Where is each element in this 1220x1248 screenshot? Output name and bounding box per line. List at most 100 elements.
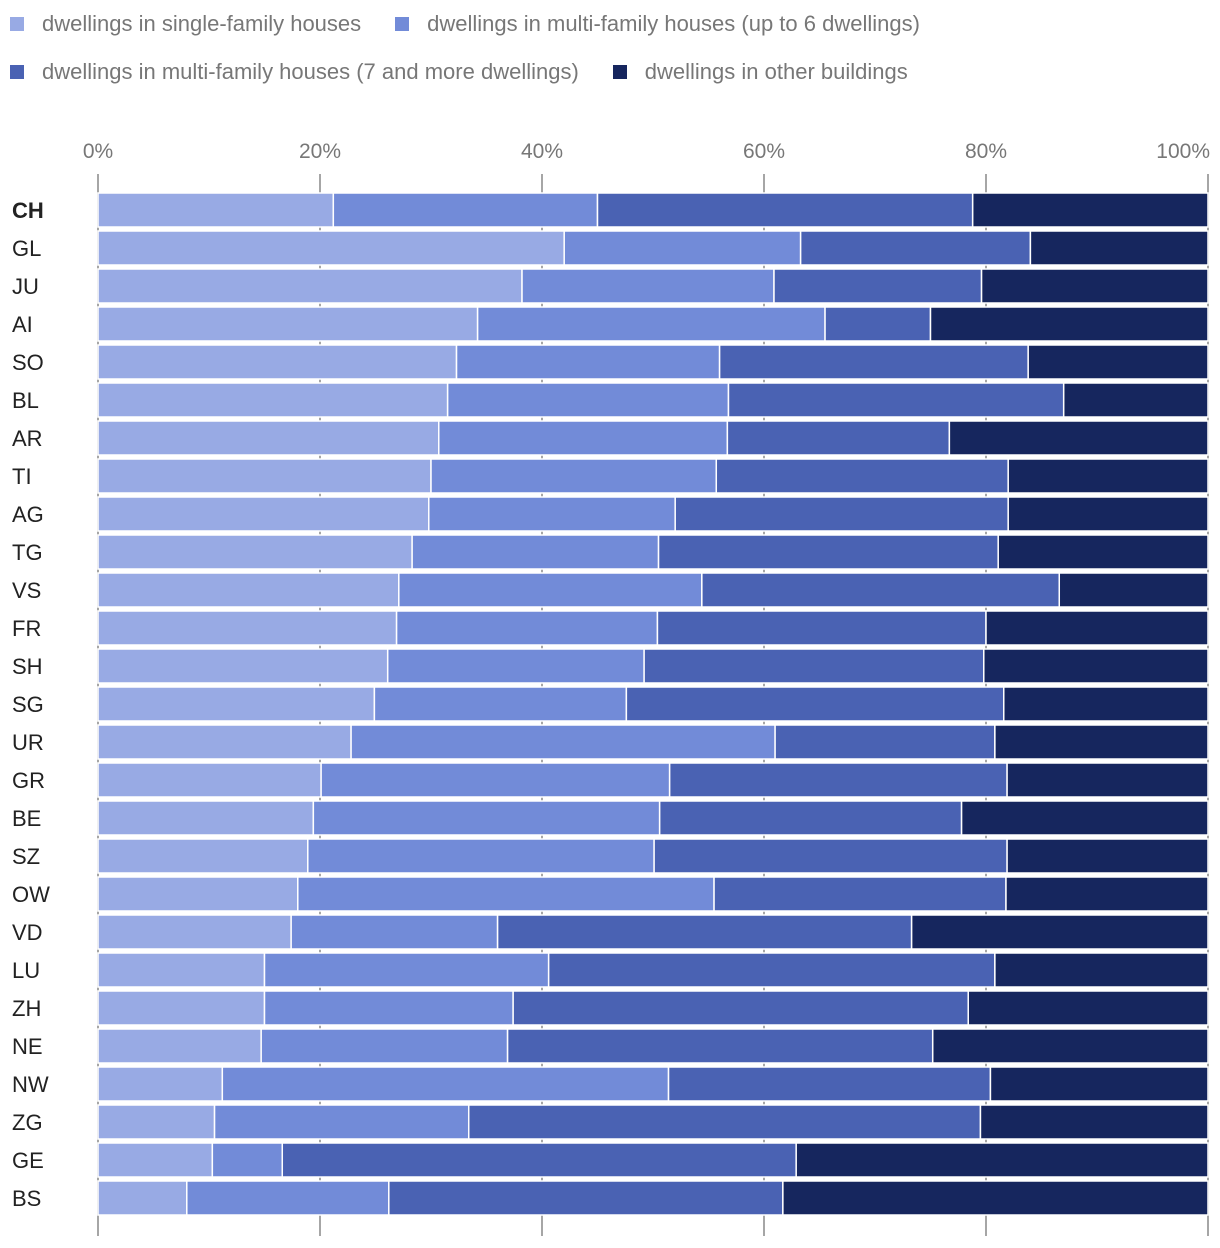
bar-segment-fr-1[interactable]	[97, 610, 398, 646]
bar-segment-ge-3[interactable]	[281, 1142, 797, 1178]
bar-segment-so-2[interactable]	[455, 344, 721, 380]
bar-segment-ne-3[interactable]	[506, 1028, 934, 1064]
bar-segment-ar-4[interactable]	[948, 420, 1209, 456]
bar-segment-so-3[interactable]	[718, 344, 1029, 380]
bar-segment-tg-1[interactable]	[97, 534, 413, 570]
bar-segment-gl-2[interactable]	[563, 230, 802, 266]
bar-segment-bl-4[interactable]	[1062, 382, 1209, 418]
bar-segment-ow-4[interactable]	[1005, 876, 1209, 912]
bar-segment-bs-3[interactable]	[388, 1180, 784, 1216]
bar-segment-nw-1[interactable]	[97, 1066, 224, 1102]
bar-segment-sh-3[interactable]	[643, 648, 985, 684]
bar-segment-bl-1[interactable]	[97, 382, 449, 418]
bar-segment-gl-3[interactable]	[799, 230, 1032, 266]
bar-segment-zh-4[interactable]	[967, 990, 1209, 1026]
bar-segment-tg-4[interactable]	[997, 534, 1209, 570]
bar-segment-vd-2[interactable]	[290, 914, 499, 950]
bar-segment-ai-1[interactable]	[97, 306, 479, 342]
bar-segment-vd-4[interactable]	[910, 914, 1209, 950]
bar-segment-gr-2[interactable]	[320, 762, 671, 798]
bar-segment-ju-4[interactable]	[980, 268, 1209, 304]
bar-segment-zh-1[interactable]	[97, 990, 266, 1026]
bar-segment-vs-3[interactable]	[701, 572, 1061, 608]
bar-segment-sz-2[interactable]	[307, 838, 655, 874]
bar-segment-nw-4[interactable]	[989, 1066, 1209, 1102]
bar-segment-sz-3[interactable]	[653, 838, 1008, 874]
bar-segment-sz-4[interactable]	[1006, 838, 1209, 874]
bar-segment-nw-3[interactable]	[667, 1066, 992, 1102]
bar-segment-ai-3[interactable]	[824, 306, 932, 342]
bar-segment-lu-3[interactable]	[547, 952, 996, 988]
bar-segment-zh-3[interactable]	[512, 990, 969, 1026]
bar-segment-ag-4[interactable]	[1007, 496, 1209, 532]
bar-segment-zg-1[interactable]	[97, 1104, 216, 1140]
bar-segment-ai-4[interactable]	[929, 306, 1209, 342]
bar-segment-gr-3[interactable]	[668, 762, 1008, 798]
bar-segment-ne-4[interactable]	[931, 1028, 1209, 1064]
bar-segment-ge-4[interactable]	[795, 1142, 1209, 1178]
bar-segment-ch-3[interactable]	[596, 192, 974, 228]
bar-segment-fr-2[interactable]	[395, 610, 659, 646]
bar-segment-ar-2[interactable]	[438, 420, 729, 456]
bar-segment-be-1[interactable]	[97, 800, 315, 836]
bar-segment-sz-1[interactable]	[97, 838, 309, 874]
bar-segment-lu-4[interactable]	[994, 952, 1209, 988]
bar-segment-bs-4[interactable]	[782, 1180, 1209, 1216]
bar-segment-gr-1[interactable]	[97, 762, 322, 798]
bar-segment-nw-2[interactable]	[221, 1066, 670, 1102]
bar-segment-ow-3[interactable]	[713, 876, 1007, 912]
bar-segment-tg-2[interactable]	[411, 534, 660, 570]
bar-segment-so-1[interactable]	[97, 344, 458, 380]
bar-segment-ch-1[interactable]	[97, 192, 335, 228]
bar-segment-ju-2[interactable]	[521, 268, 775, 304]
bar-segment-ur-2[interactable]	[350, 724, 776, 760]
bar-segment-sh-1[interactable]	[97, 648, 389, 684]
bar-segment-lu-2[interactable]	[263, 952, 550, 988]
legend-item-other-buildings[interactable]: dwellings in other buildings	[612, 59, 908, 85]
bar-segment-ai-2[interactable]	[476, 306, 826, 342]
legend-item-multi-family-small[interactable]: dwellings in multi-family houses (up to …	[395, 11, 920, 37]
bar-segment-bl-3[interactable]	[727, 382, 1065, 418]
bar-segment-gr-4[interactable]	[1006, 762, 1209, 798]
bar-segment-sg-3[interactable]	[625, 686, 1005, 722]
bar-segment-ne-2[interactable]	[260, 1028, 509, 1064]
bar-segment-lu-1[interactable]	[97, 952, 266, 988]
bar-segment-ge-1[interactable]	[97, 1142, 214, 1178]
bar-segment-zg-3[interactable]	[467, 1104, 982, 1140]
bar-segment-ti-3[interactable]	[715, 458, 1009, 494]
bar-segment-bs-1[interactable]	[97, 1180, 188, 1216]
bar-segment-bl-2[interactable]	[446, 382, 730, 418]
bar-segment-ti-2[interactable]	[430, 458, 718, 494]
bar-segment-ch-4[interactable]	[971, 192, 1209, 228]
bar-segment-zg-2[interactable]	[213, 1104, 470, 1140]
bar-segment-gl-4[interactable]	[1029, 230, 1209, 266]
bar-segment-ur-3[interactable]	[774, 724, 996, 760]
bar-segment-ge-2[interactable]	[211, 1142, 284, 1178]
legend-item-multi-family-large[interactable]: dwellings in multi-family houses (7 and …	[10, 59, 579, 85]
bar-segment-sg-2[interactable]	[373, 686, 628, 722]
bar-segment-ti-1[interactable]	[97, 458, 432, 494]
bar-segment-ti-4[interactable]	[1007, 458, 1209, 494]
bar-segment-sg-4[interactable]	[1003, 686, 1209, 722]
bar-segment-gl-1[interactable]	[97, 230, 565, 266]
bar-segment-vs-1[interactable]	[97, 572, 400, 608]
bar-segment-vd-3[interactable]	[496, 914, 913, 950]
bar-segment-zh-2[interactable]	[263, 990, 514, 1026]
bar-segment-ow-1[interactable]	[97, 876, 299, 912]
bar-segment-be-4[interactable]	[960, 800, 1209, 836]
bar-segment-ar-3[interactable]	[726, 420, 951, 456]
bar-segment-ur-4[interactable]	[994, 724, 1209, 760]
bar-segment-ch-2[interactable]	[332, 192, 599, 228]
bar-segment-ne-1[interactable]	[97, 1028, 262, 1064]
bar-segment-ag-3[interactable]	[674, 496, 1009, 532]
bar-segment-fr-4[interactable]	[985, 610, 1209, 646]
bar-segment-ju-1[interactable]	[97, 268, 523, 304]
bar-segment-sh-4[interactable]	[983, 648, 1209, 684]
bar-segment-ag-2[interactable]	[428, 496, 676, 532]
bar-segment-vd-1[interactable]	[97, 914, 292, 950]
bar-segment-sh-2[interactable]	[386, 648, 645, 684]
bar-segment-ur-1[interactable]	[97, 724, 352, 760]
bar-segment-be-3[interactable]	[658, 800, 963, 836]
bar-segment-tg-3[interactable]	[657, 534, 999, 570]
bar-segment-zg-4[interactable]	[979, 1104, 1209, 1140]
